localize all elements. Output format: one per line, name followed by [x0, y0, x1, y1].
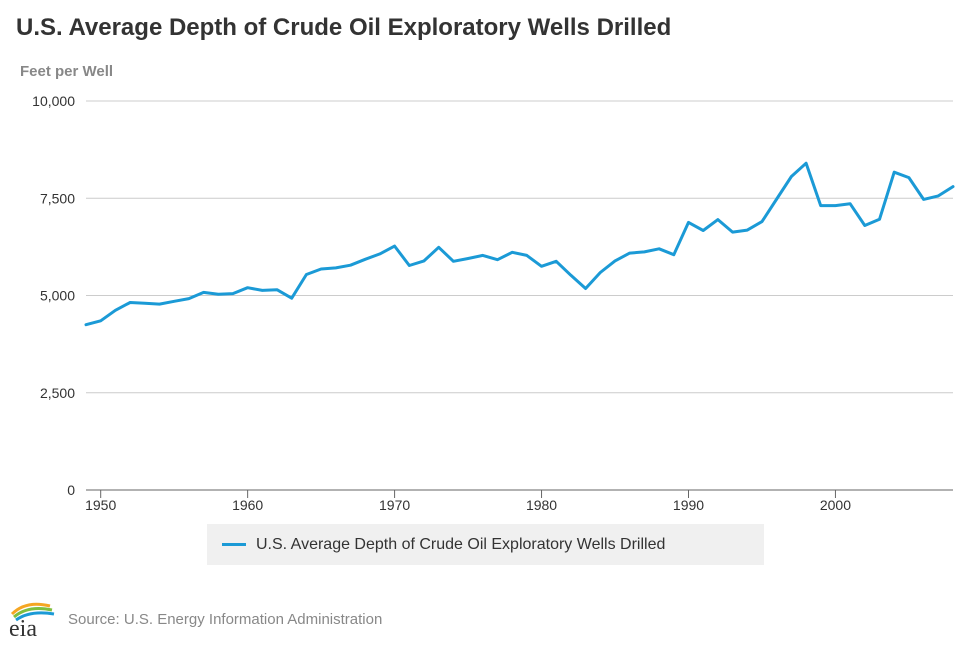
data-point[interactable] [907, 176, 911, 179]
data-point[interactable] [466, 257, 470, 260]
data-point[interactable] [364, 258, 367, 261]
data-point[interactable] [834, 204, 837, 207]
data-point[interactable] [349, 263, 352, 267]
data-point[interactable] [481, 254, 484, 257]
data-point[interactable] [452, 260, 455, 263]
data-point[interactable] [525, 254, 529, 257]
logo-text: eia [9, 616, 37, 640]
series-lines [84, 161, 955, 327]
data-point[interactable] [319, 267, 323, 271]
data-point[interactable] [893, 170, 896, 174]
x-tick-label: 1990 [673, 497, 704, 513]
data-point[interactable] [290, 297, 293, 300]
eia-logo: eia [9, 602, 55, 640]
x-tick-label: 1970 [379, 497, 410, 513]
data-point[interactable] [540, 265, 543, 268]
data-point[interactable] [716, 218, 720, 221]
data-point[interactable] [99, 319, 102, 322]
y-axis-unit-label: Feet per Well [20, 63, 114, 80]
data-point[interactable] [804, 162, 808, 165]
y-tick-label: 10,000 [32, 93, 75, 109]
x-tick-label: 2000 [820, 497, 851, 513]
data-point[interactable] [937, 194, 940, 198]
data-point[interactable] [555, 260, 558, 263]
data-point[interactable] [863, 224, 867, 227]
data-point[interactable] [246, 286, 249, 289]
data-point[interactable] [510, 251, 514, 254]
data-point[interactable] [584, 287, 587, 290]
data-point[interactable] [393, 244, 396, 248]
y-tick-label: 2,500 [40, 385, 75, 401]
data-point[interactable] [569, 274, 573, 277]
series-line[interactable] [84, 161, 955, 327]
data-point[interactable] [172, 300, 176, 303]
x-tick-label: 1960 [232, 497, 263, 513]
data-point[interactable] [114, 309, 117, 312]
data-point[interactable] [305, 273, 308, 276]
y-tick-label: 0 [67, 482, 75, 498]
data-point[interactable] [599, 271, 602, 274]
gridlines [86, 100, 953, 491]
y-tick-label: 5,000 [40, 288, 75, 304]
data-point[interactable] [84, 323, 88, 326]
data-point[interactable] [408, 264, 411, 267]
data-point[interactable] [202, 291, 205, 294]
data-point[interactable] [143, 302, 146, 305]
data-point[interactable] [334, 266, 338, 270]
legend-swatch [222, 543, 246, 546]
x-tick-label: 1950 [85, 497, 116, 513]
data-point[interactable] [158, 302, 161, 306]
data-point[interactable] [261, 289, 264, 292]
data-point[interactable] [760, 220, 764, 223]
data-point[interactable] [878, 218, 881, 221]
source-note: Source: U.S. Energy Information Administ… [68, 610, 383, 628]
data-point[interactable] [746, 228, 749, 232]
data-point[interactable] [657, 247, 661, 251]
data-point[interactable] [819, 204, 822, 207]
data-point[interactable] [951, 185, 955, 188]
data-point[interactable] [643, 250, 646, 254]
data-point[interactable] [422, 259, 426, 263]
y-tick-label: 7,500 [40, 190, 75, 206]
data-point[interactable] [187, 297, 191, 300]
footer: eia Source: U.S. Energy Information Admi… [6, 598, 382, 640]
data-point[interactable] [848, 202, 852, 205]
y-axis-ticks: 0 2,500 5,000 7,500 10,000 [32, 93, 75, 498]
data-point[interactable] [128, 301, 132, 304]
data-point[interactable] [628, 251, 631, 255]
data-point[interactable] [496, 258, 499, 261]
data-point[interactable] [217, 293, 220, 296]
data-point[interactable] [437, 246, 440, 249]
x-axis-ticks: 1950 1960 1970 1980 1990 2000 [85, 490, 851, 513]
legend[interactable]: U.S. Average Depth of Crude Oil Explorat… [207, 524, 764, 565]
data-point[interactable] [922, 198, 925, 201]
data-point[interactable] [231, 292, 235, 295]
data-point[interactable] [672, 253, 675, 256]
x-tick-label: 1980 [526, 497, 557, 513]
data-point[interactable] [790, 175, 793, 178]
legend-label: U.S. Average Depth of Crude Oil Explorat… [256, 535, 666, 553]
data-point[interactable] [378, 252, 382, 256]
data-point[interactable] [731, 230, 734, 234]
chart-title: U.S. Average Depth of Crude Oil Explorat… [16, 14, 672, 41]
data-point[interactable] [687, 221, 690, 224]
data-point[interactable] [275, 288, 279, 291]
data-point[interactable] [701, 229, 705, 232]
data-point[interactable] [775, 197, 778, 201]
data-point[interactable] [613, 259, 617, 263]
